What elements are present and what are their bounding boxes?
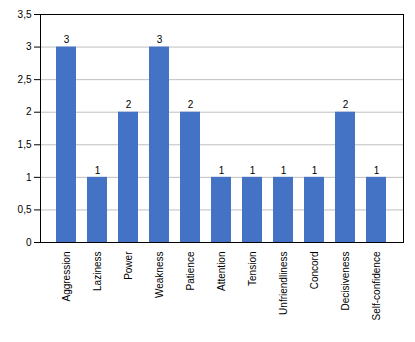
svg-text:2: 2 [343, 99, 349, 110]
svg-text:1: 1 [281, 165, 287, 176]
svg-text:3: 3 [26, 41, 32, 52]
svg-text:Power: Power [123, 251, 134, 280]
svg-text:2: 2 [188, 99, 194, 110]
svg-text:3: 3 [64, 34, 70, 45]
svg-text:1: 1 [219, 165, 225, 176]
svg-text:3: 3 [157, 34, 163, 45]
svg-text:Self-confidence: Self-confidence [371, 251, 382, 320]
svg-text:Tension: Tension [247, 252, 258, 286]
svg-text:2: 2 [26, 106, 32, 117]
svg-text:2: 2 [126, 99, 132, 110]
svg-text:Decisiveness: Decisiveness [340, 252, 351, 311]
svg-text:Concord: Concord [309, 252, 320, 290]
svg-text:3,5: 3,5 [18, 9, 32, 20]
svg-text:Unfriendliness: Unfriendliness [278, 252, 289, 315]
svg-text:1: 1 [250, 165, 256, 176]
svg-text:1,5: 1,5 [18, 139, 32, 150]
svg-text:Weakness: Weakness [154, 252, 165, 299]
svg-text:1: 1 [26, 172, 32, 183]
svg-text:0,5: 0,5 [18, 204, 32, 215]
svg-text:Attention: Attention [216, 252, 227, 291]
svg-text:Laziness: Laziness [92, 252, 103, 291]
svg-text:Aggression: Aggression [61, 252, 72, 302]
svg-text:2,5: 2,5 [18, 74, 32, 85]
svg-text:1: 1 [312, 165, 318, 176]
svg-text:0: 0 [26, 237, 32, 248]
svg-text:1: 1 [95, 165, 101, 176]
svg-text:Patience: Patience [185, 251, 196, 290]
svg-text:1: 1 [374, 165, 380, 176]
